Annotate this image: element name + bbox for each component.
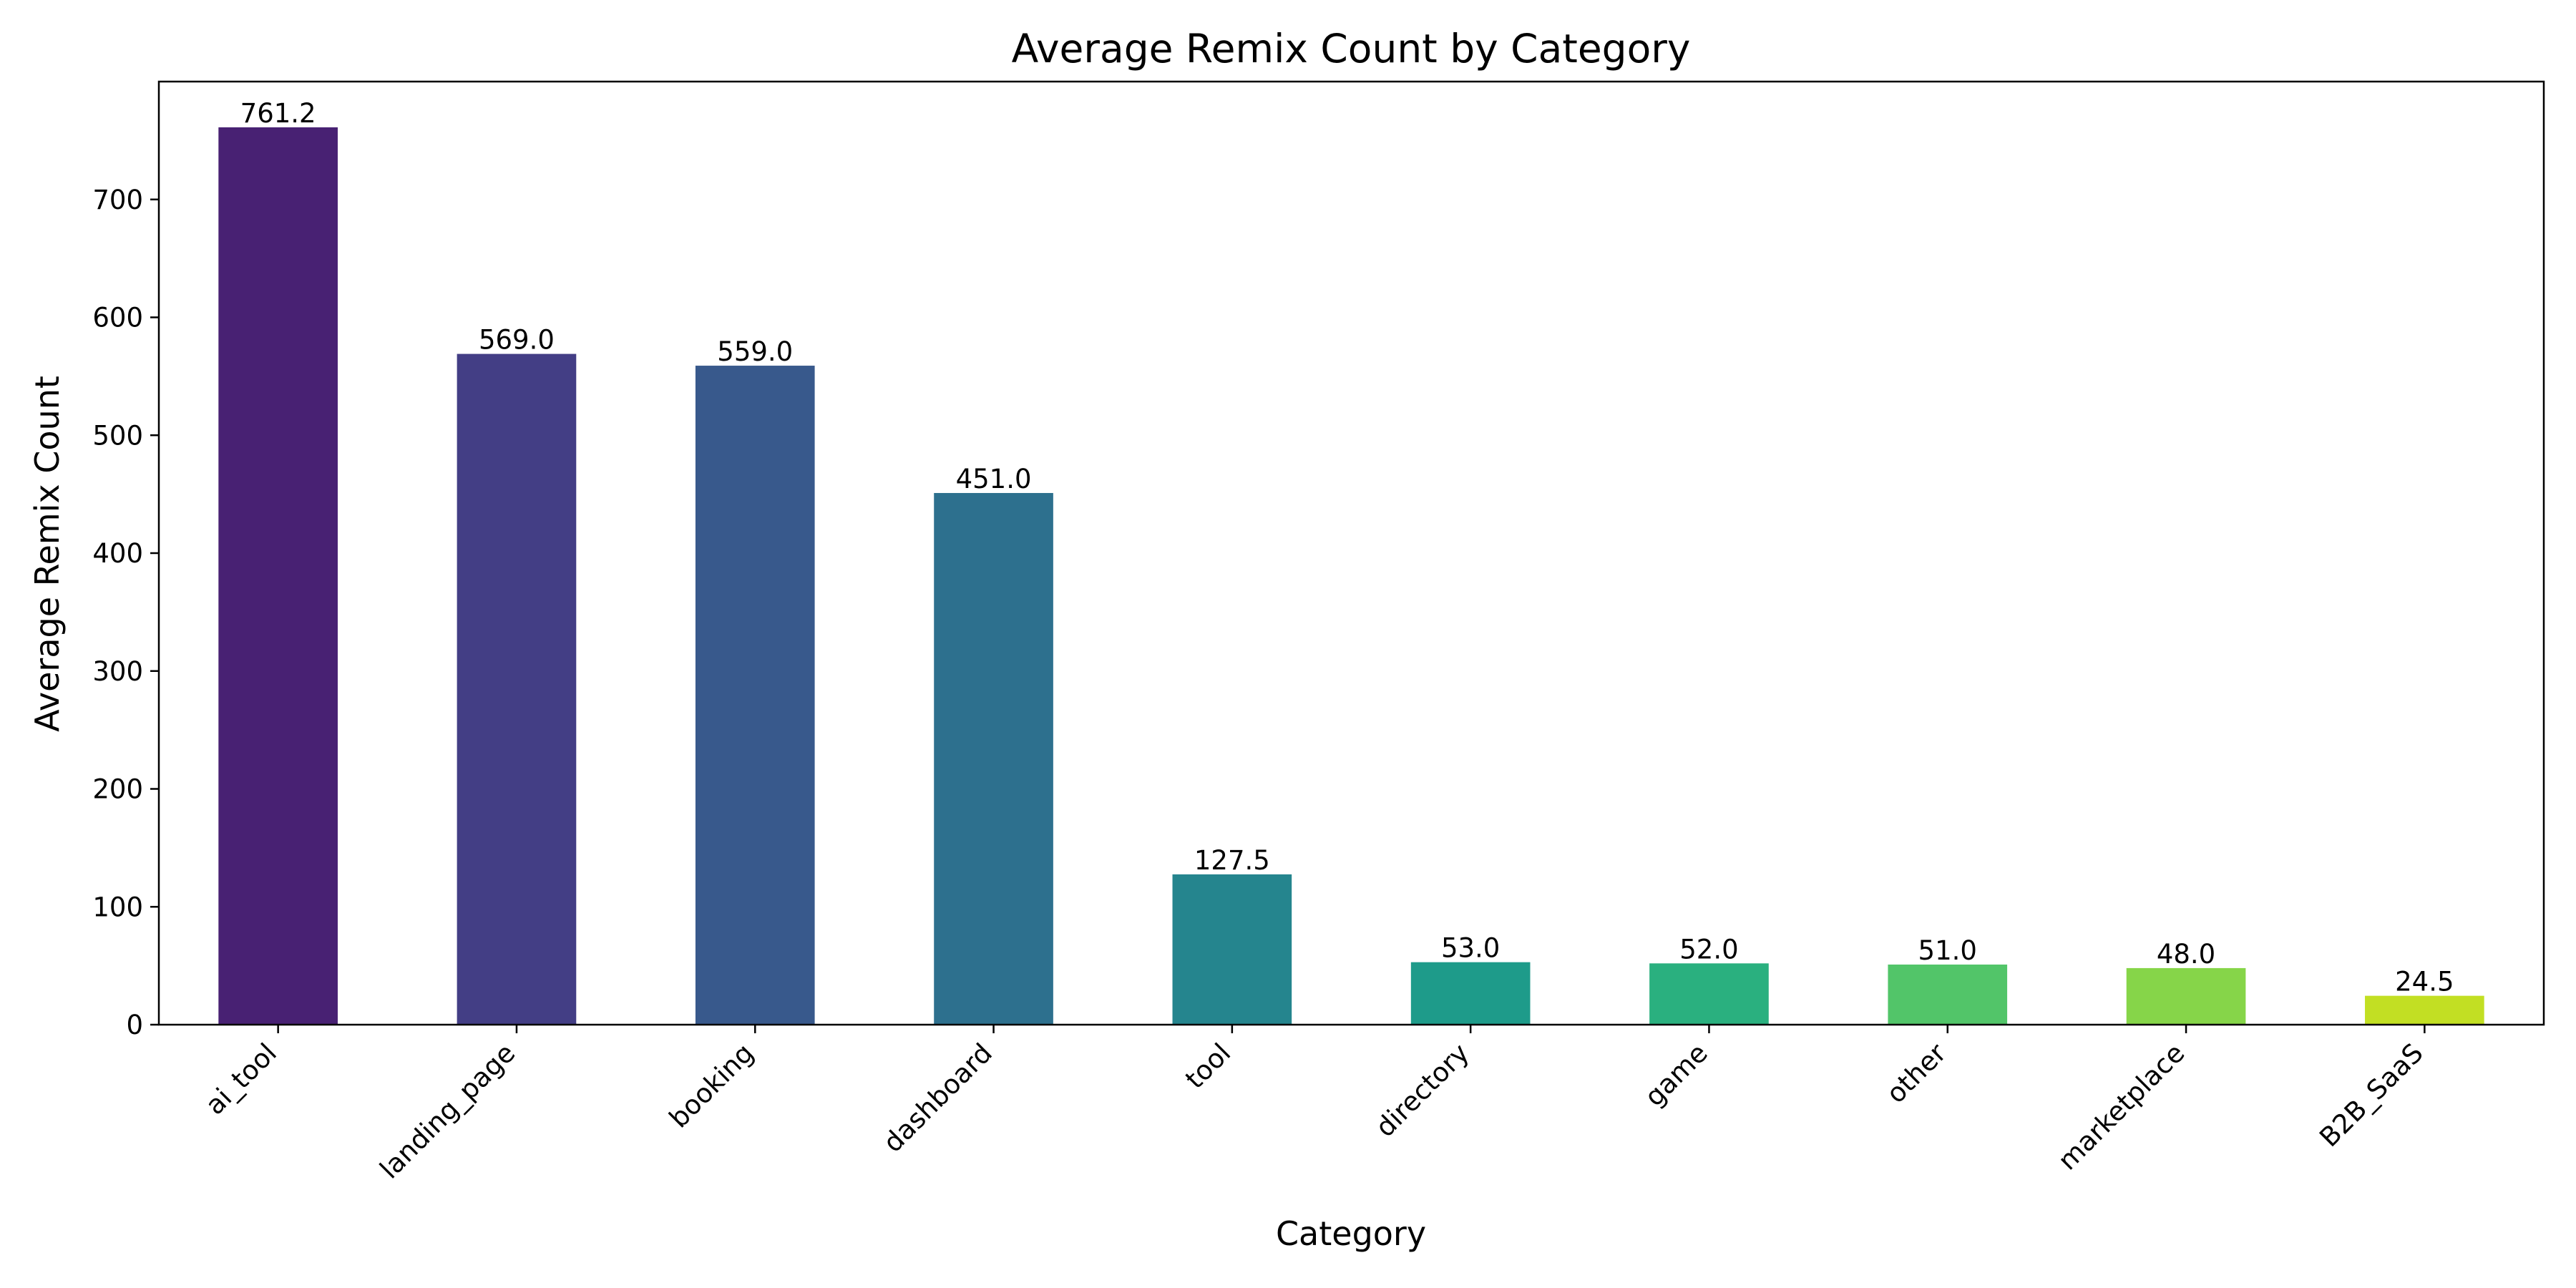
data-label-dashboard: 451.0 [956,464,1032,494]
data-label-landing_page: 569.0 [479,325,555,356]
bar-ai_tool [218,127,338,1025]
y-tick-label-400: 400 [92,538,143,569]
bar-other [1888,964,2008,1025]
chart-title: Average Remix Count by Category [1012,26,1691,72]
y-axis: 0 100 200 300 400 500 600 700 [92,185,159,1040]
data-label-game: 52.0 [1679,934,1738,965]
value-labels-group: 761.2 569.0 559.0 451.0 127.5 53.0 52.0 51.0 48.… [240,98,2454,997]
data-label-ai_tool: 761.2 [240,98,316,129]
y-tick-label-200: 200 [92,774,143,805]
data-label-B2B_SaaS: 24.5 [2395,967,2454,997]
bar-dashboard [934,492,1053,1025]
bar-marketplace [2126,967,2246,1025]
bar-booking [695,366,815,1025]
bars-group [218,127,2484,1025]
bar-tool [1172,874,1292,1025]
y-tick-label-500: 500 [92,420,143,451]
plot-frame [157,80,2545,1026]
data-label-tool: 127.5 [1194,845,1270,876]
y-tick-label-300: 300 [92,656,143,687]
bar-B2B_SaaS [2365,995,2484,1025]
y-tick-label-700: 700 [92,185,143,215]
data-label-other: 51.0 [1918,935,1977,966]
y-tick-label-100: 100 [92,892,143,922]
data-label-directory: 53.0 [1441,933,1500,964]
y-tick-label-0: 0 [126,1010,143,1040]
bar-landing_page [457,353,577,1025]
y-axis-title: Average Remix Count [28,376,67,732]
y-tick-label-600: 600 [92,303,143,333]
x-axis-title: Category [1276,1214,1426,1253]
bar-game [1649,963,1769,1025]
data-label-marketplace: 48.0 [2157,939,2215,970]
bar-directory [1410,962,1531,1025]
data-label-booking: 559.0 [717,336,793,367]
